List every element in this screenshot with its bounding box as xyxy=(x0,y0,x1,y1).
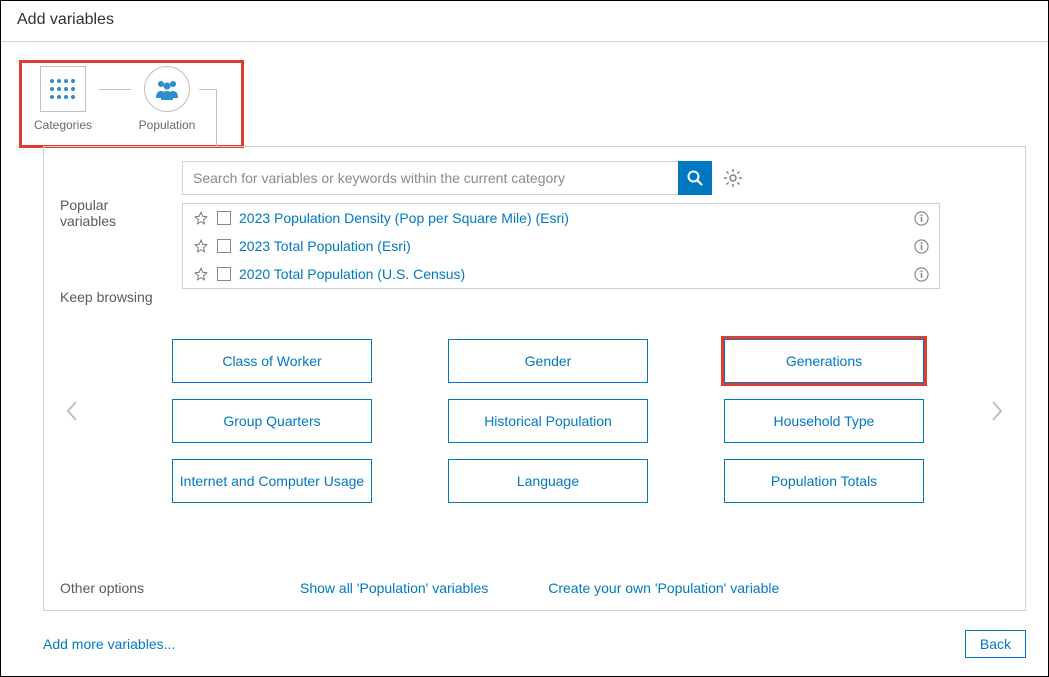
popular-variable-row: 2023 Population Density (Pop per Square … xyxy=(183,204,939,232)
add-variables-dialog: Add variables Categories xyxy=(0,0,1049,677)
category-grid: Class of Worker Gender Generations Group… xyxy=(172,339,955,503)
prev-page-button[interactable] xyxy=(62,395,82,427)
info-button[interactable] xyxy=(913,238,929,254)
category-gender[interactable]: Gender xyxy=(448,339,648,383)
star-icon xyxy=(194,267,208,281)
next-page-button[interactable] xyxy=(987,395,1007,427)
favorite-button[interactable] xyxy=(193,210,209,226)
search-input[interactable] xyxy=(182,161,678,195)
popular-variables-list: 2023 Population Density (Pop per Square … xyxy=(182,203,940,289)
gear-icon xyxy=(723,168,743,188)
breadcrumb-label: Categories xyxy=(34,118,92,132)
favorite-button[interactable] xyxy=(193,266,209,282)
info-button[interactable] xyxy=(913,266,929,282)
search-icon xyxy=(686,169,704,187)
info-icon xyxy=(914,267,929,282)
back-button[interactable]: Back xyxy=(965,630,1026,658)
category-group-quarters[interactable]: Group Quarters xyxy=(172,399,372,443)
category-internet-computer-usage[interactable]: Internet and Computer Usage xyxy=(172,459,372,503)
info-icon xyxy=(914,239,929,254)
chevron-right-icon xyxy=(990,400,1004,422)
popular-variable-row: 2020 Total Population (U.S. Census) xyxy=(183,260,939,288)
category-generations[interactable]: Generations xyxy=(724,339,924,383)
other-options-label: Other options xyxy=(60,580,144,596)
breadcrumb: Categories Population xyxy=(27,66,203,132)
breadcrumb-label: Population xyxy=(139,118,196,132)
star-icon xyxy=(194,239,208,253)
variable-checkbox[interactable] xyxy=(217,267,231,281)
category-language[interactable]: Language xyxy=(448,459,648,503)
dialog-title: Add variables xyxy=(1,1,1048,42)
variable-checkbox[interactable] xyxy=(217,239,231,253)
breadcrumb-connector xyxy=(99,89,131,90)
info-icon xyxy=(914,211,929,226)
other-options-row: Other options Show all 'Population' vari… xyxy=(60,580,1009,596)
people-icon xyxy=(144,66,190,112)
dialog-body: Categories Population xyxy=(1,42,1048,676)
popular-variable-row: 2023 Total Population (Esri) xyxy=(183,232,939,260)
dialog-footer: Add more variables... Back xyxy=(1,620,1048,668)
variable-link[interactable]: 2020 Total Population (U.S. Census) xyxy=(239,266,465,282)
category-household-type[interactable]: Household Type xyxy=(724,399,924,443)
chevron-left-icon xyxy=(65,400,79,422)
variable-link[interactable]: 2023 Total Population (Esri) xyxy=(239,238,411,254)
add-more-variables-link[interactable]: Add more variables... xyxy=(43,636,175,652)
category-class-of-worker[interactable]: Class of Worker xyxy=(172,339,372,383)
breadcrumb-tail xyxy=(199,89,217,146)
search-box xyxy=(182,161,712,195)
settings-button[interactable] xyxy=(722,167,744,189)
category-population-totals[interactable]: Population Totals xyxy=(724,459,924,503)
breadcrumb-categories[interactable]: Categories xyxy=(27,66,99,132)
main-panel: Popular variables 2023 Population Densit… xyxy=(43,146,1026,611)
variable-checkbox[interactable] xyxy=(217,211,231,225)
category-historical-population[interactable]: Historical Population xyxy=(448,399,648,443)
keep-browsing-label: Keep browsing xyxy=(60,289,153,305)
favorite-button[interactable] xyxy=(193,238,209,254)
info-button[interactable] xyxy=(913,210,929,226)
search-row xyxy=(182,161,1007,195)
breadcrumb-population[interactable]: Population xyxy=(131,66,203,132)
variable-link[interactable]: 2023 Population Density (Pop per Square … xyxy=(239,210,569,226)
star-icon xyxy=(194,211,208,225)
search-button[interactable] xyxy=(678,161,712,195)
browse-area: Class of Worker Gender Generations Group… xyxy=(62,339,1007,559)
show-all-variables-link[interactable]: Show all 'Population' variables xyxy=(300,580,488,596)
popular-variables-label: Popular variables xyxy=(60,197,116,229)
create-own-variable-link[interactable]: Create your own 'Population' variable xyxy=(548,580,779,596)
grid-icon xyxy=(40,66,86,112)
